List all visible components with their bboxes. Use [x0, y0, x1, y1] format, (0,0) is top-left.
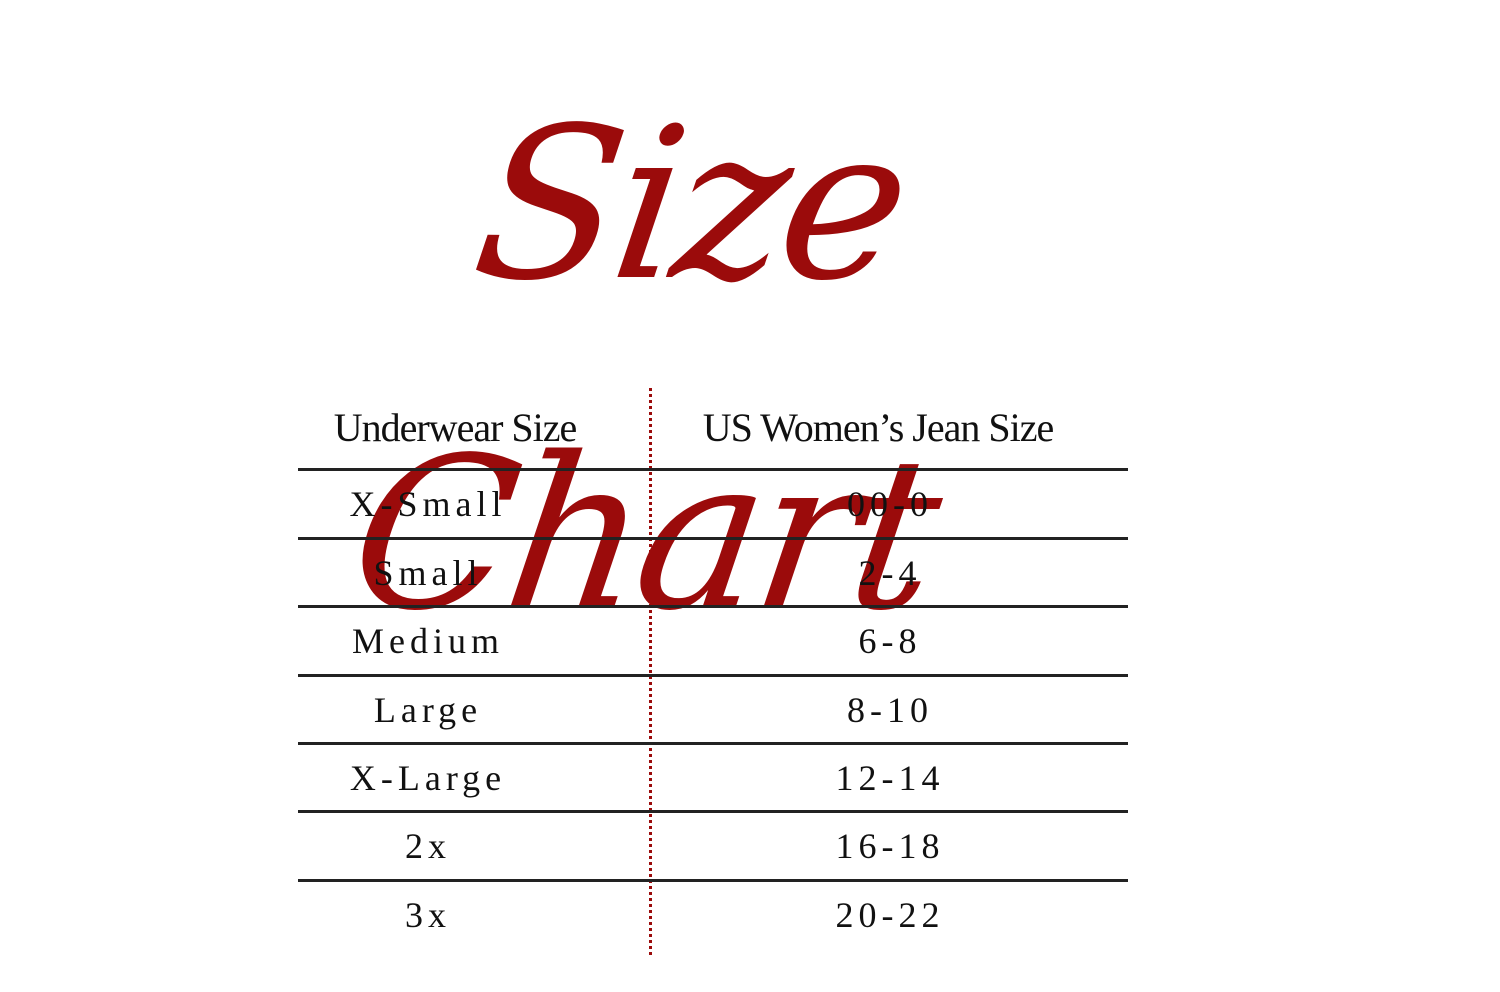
underwear-size-cell: 2x: [405, 826, 451, 866]
header-underwear-size: Underwear Size: [333, 405, 578, 450]
row-divider: [298, 537, 1128, 540]
row-divider: [298, 810, 1128, 813]
header-jean-size: US Women’s Jean Size: [702, 405, 1054, 450]
jean-size-cell: 12-14: [835, 758, 945, 798]
row-divider: [298, 742, 1128, 745]
page-title: Size Chart: [338, 82, 949, 657]
underwear-size-cell: X-Large: [349, 758, 507, 798]
underwear-size-cell: 3x: [405, 895, 451, 935]
underwear-size-cell: Small: [373, 553, 483, 593]
jean-size-cell: 8-10: [847, 690, 933, 730]
jean-size-cell: 20-22: [835, 895, 945, 935]
jean-size-cell: 00-0: [847, 484, 933, 524]
underwear-size-cell: X-Small: [349, 484, 507, 524]
underwear-size-cell: Large: [373, 690, 483, 730]
row-divider: [298, 605, 1128, 608]
column-divider: [649, 388, 652, 955]
jean-size-cell: 16-18: [835, 826, 945, 866]
row-divider: [298, 879, 1128, 882]
jean-size-cell: 6-8: [858, 621, 922, 661]
row-divider: [298, 674, 1128, 677]
jean-size-cell: 2-4: [858, 553, 922, 593]
row-divider: [298, 468, 1128, 471]
underwear-size-cell: Medium: [352, 621, 504, 661]
